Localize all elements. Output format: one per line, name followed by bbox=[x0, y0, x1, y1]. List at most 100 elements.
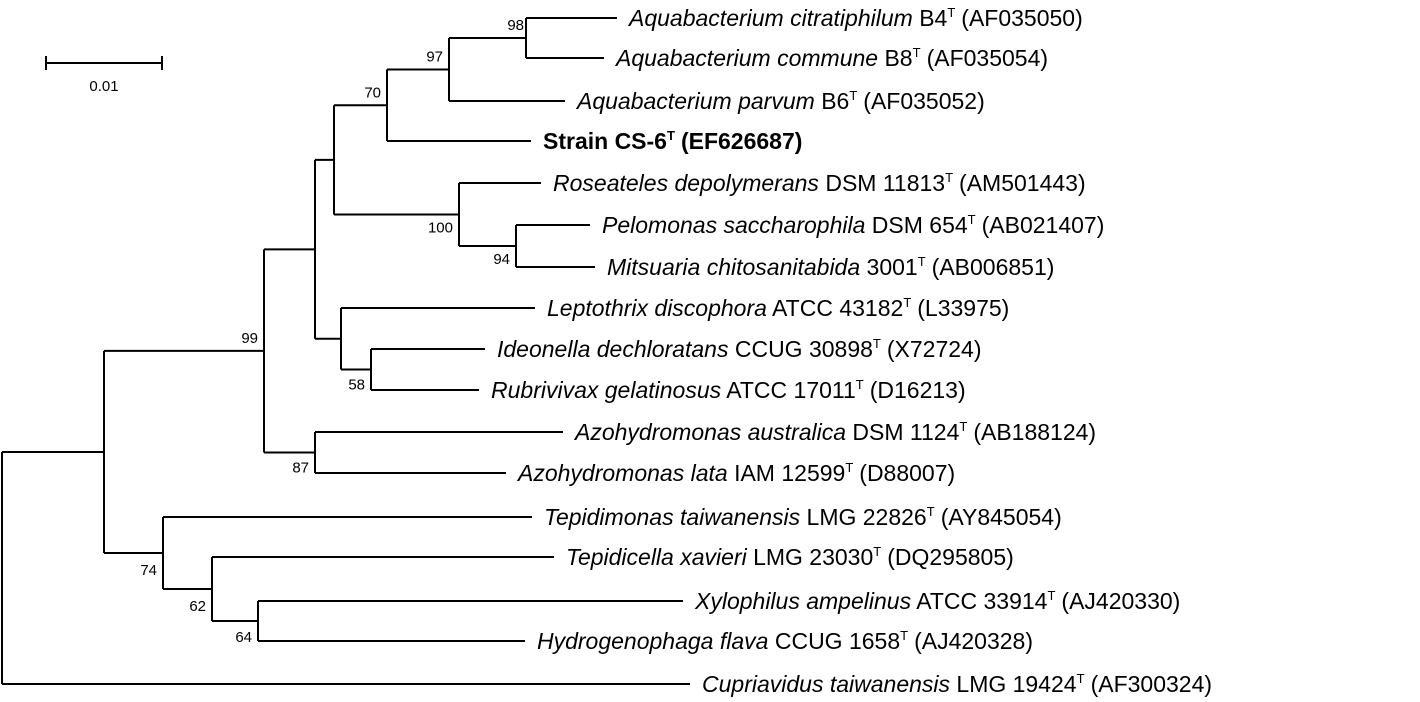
taxon-type-mark: T bbox=[1047, 588, 1055, 603]
taxon-accession: (AB006851) bbox=[932, 254, 1055, 280]
taxon-label: Ideonella dechloratans CCUG 30898T (X7272… bbox=[497, 336, 982, 362]
taxon-label: Tepidimonas taiwanensis LMG 22826T (AY845… bbox=[544, 504, 1062, 530]
taxon-strain: ATCC 33914 bbox=[916, 588, 1047, 614]
taxon-label: Rubrivivax gelatinosus ATCC 17011T (D1621… bbox=[491, 377, 966, 403]
taxon-labels: Aquabacterium citratiphilum B4T (AF035050… bbox=[491, 5, 1212, 697]
taxon-accession: (D16213) bbox=[870, 377, 966, 403]
taxon-species: Aquabacterium citratiphilum bbox=[627, 5, 913, 31]
taxon-species: Cupriavidus taiwanensis bbox=[702, 671, 951, 697]
taxon-type-mark: T bbox=[927, 504, 935, 519]
taxon-accession: (AM501443) bbox=[959, 170, 1086, 196]
taxon-species: Mitsuaria chitosanitabida bbox=[607, 254, 860, 280]
taxon-label: Azohydromonas lata IAM 12599T (D88007) bbox=[516, 460, 955, 486]
taxon-accession: (D88007) bbox=[859, 460, 955, 486]
taxon-species: Azohydromonas australica bbox=[573, 419, 846, 445]
bootstrap-value-64: 64 bbox=[235, 629, 252, 646]
bootstrap-value-74: 74 bbox=[140, 562, 157, 579]
taxon-species: Pelomonas saccharophila bbox=[602, 212, 865, 238]
taxon-strain: CCUG 30898 bbox=[735, 336, 873, 362]
taxon-accession: (AF035050) bbox=[961, 5, 1082, 31]
bootstrap-value-62: 62 bbox=[189, 598, 206, 615]
taxon-accession: (L33975) bbox=[917, 295, 1009, 321]
taxon-label: Azohydromonas australica DSM 1124T (AB188… bbox=[573, 419, 1096, 445]
bootstrap-value-87: 87 bbox=[292, 460, 309, 477]
taxon-species: Roseateles depolymerans bbox=[553, 170, 819, 196]
taxon-type-mark: T bbox=[873, 336, 881, 351]
scale-bar: 0.01 bbox=[45, 56, 163, 95]
bootstrap-values: 98 97 70 100 94 58 87 99 74 62 64 bbox=[140, 17, 524, 646]
scale-bar-label: 0.01 bbox=[89, 78, 118, 95]
taxon-type-mark: T bbox=[947, 5, 955, 20]
taxon-accession: (AJ420330) bbox=[1061, 588, 1180, 614]
taxon-strain: B8 bbox=[884, 45, 912, 71]
taxon-label: Hydrogenophaga flava CCUG 1658T (AJ420328… bbox=[537, 628, 1033, 654]
taxon-type-mark: T bbox=[903, 295, 911, 310]
taxon-type-mark: T bbox=[856, 377, 864, 392]
taxon-strain: ATCC 17011 bbox=[726, 377, 856, 403]
taxon-strain: Strain CS-6 bbox=[543, 128, 667, 154]
taxon-accession: (AJ420328) bbox=[914, 628, 1033, 654]
taxon-strain: B6 bbox=[821, 88, 849, 114]
taxon-label: Xylophilus ampelinus ATCC 33914T (AJ42033… bbox=[694, 588, 1180, 614]
taxon-strain: ATCC 43182 bbox=[772, 295, 903, 321]
taxon-label: Mitsuaria chitosanitabida 3001T (AB006851… bbox=[607, 254, 1054, 280]
taxon-strain: CCUG 1658 bbox=[775, 628, 900, 654]
bootstrap-value-97: 97 bbox=[426, 49, 443, 66]
taxon-label: Aquabacterium parvum B6T (AF035052) bbox=[575, 88, 985, 114]
bootstrap-value-58: 58 bbox=[348, 377, 365, 394]
taxon-strain: IAM 12599 bbox=[734, 460, 845, 486]
taxon-accession: (AY845054) bbox=[941, 504, 1062, 530]
taxon-label: Cupriavidus taiwanensis LMG 19424T (AF300… bbox=[702, 671, 1212, 697]
taxon-type-mark: T bbox=[945, 170, 953, 185]
taxon-strain: LMG 22826 bbox=[807, 504, 927, 530]
taxon-species: Aquabacterium commune bbox=[614, 45, 878, 71]
bootstrap-value-98: 98 bbox=[507, 17, 524, 34]
taxon-label: Leptothrix discophora ATCC 43182T (L33975… bbox=[547, 295, 1009, 321]
taxon-label: Tepidicella xavieri LMG 23030T (DQ295805) bbox=[566, 544, 1014, 570]
taxon-species: Leptothrix discophora bbox=[547, 295, 767, 321]
taxon-strain: DSM 11813 bbox=[825, 170, 945, 196]
taxon-species: Rubrivivax gelatinosus bbox=[491, 377, 722, 403]
taxon-label: Strain CS-6T (EF626687) bbox=[543, 128, 802, 154]
taxon-label: Aquabacterium commune B8T (AF035054) bbox=[614, 45, 1048, 71]
taxon-type-mark: T bbox=[1077, 671, 1085, 686]
taxon-species: Azohydromonas lata bbox=[516, 460, 728, 486]
taxon-label: Roseateles depolymerans DSM 11813T (AM501… bbox=[553, 170, 1086, 196]
taxon-accession: (DQ295805) bbox=[887, 544, 1014, 570]
bootstrap-value-100: 100 bbox=[428, 220, 453, 237]
bootstrap-value-70: 70 bbox=[364, 84, 381, 101]
taxon-accession: (AB188124) bbox=[973, 419, 1096, 445]
taxon-accession: (AF035052) bbox=[863, 88, 984, 114]
bootstrap-value-99: 99 bbox=[241, 330, 258, 347]
tree-branches bbox=[1, 17, 690, 685]
taxon-strain: B4 bbox=[919, 5, 947, 31]
taxon-accession: (EF626687) bbox=[681, 128, 802, 154]
taxon-label: Pelomonas saccharophila DSM 654T (AB02140… bbox=[602, 212, 1104, 238]
taxon-strain: DSM 1124 bbox=[852, 419, 959, 445]
taxon-type-mark: T bbox=[667, 128, 675, 143]
taxon-strain: 3001 bbox=[867, 254, 918, 280]
taxon-type-mark: T bbox=[968, 212, 976, 227]
taxon-type-mark: T bbox=[845, 460, 853, 475]
taxon-strain: LMG 19424 bbox=[956, 671, 1076, 697]
taxon-accession: (AF300324) bbox=[1091, 671, 1212, 697]
bootstrap-value-94: 94 bbox=[493, 251, 510, 268]
taxon-label: Aquabacterium citratiphilum B4T (AF035050… bbox=[627, 5, 1083, 31]
taxon-accession: (X72724) bbox=[887, 336, 982, 362]
taxon-accession: (AF035054) bbox=[927, 45, 1048, 71]
taxon-type-mark: T bbox=[900, 628, 908, 643]
taxon-species: Tepidicella xavieri bbox=[566, 544, 748, 570]
taxon-strain: LMG 23030 bbox=[753, 544, 873, 570]
taxon-type-mark: T bbox=[959, 419, 967, 434]
taxon-type-mark: T bbox=[913, 45, 921, 60]
taxon-accession: (AB021407) bbox=[982, 212, 1105, 238]
taxon-strain: DSM 654 bbox=[872, 212, 968, 238]
taxon-type-mark: T bbox=[849, 88, 857, 103]
taxon-species: Xylophilus ampelinus bbox=[694, 588, 912, 614]
taxon-type-mark: T bbox=[918, 254, 926, 269]
taxon-species: Aquabacterium parvum bbox=[575, 88, 815, 114]
taxon-species: Hydrogenophaga flava bbox=[537, 628, 768, 654]
taxon-species: Tepidimonas taiwanensis bbox=[544, 504, 801, 530]
